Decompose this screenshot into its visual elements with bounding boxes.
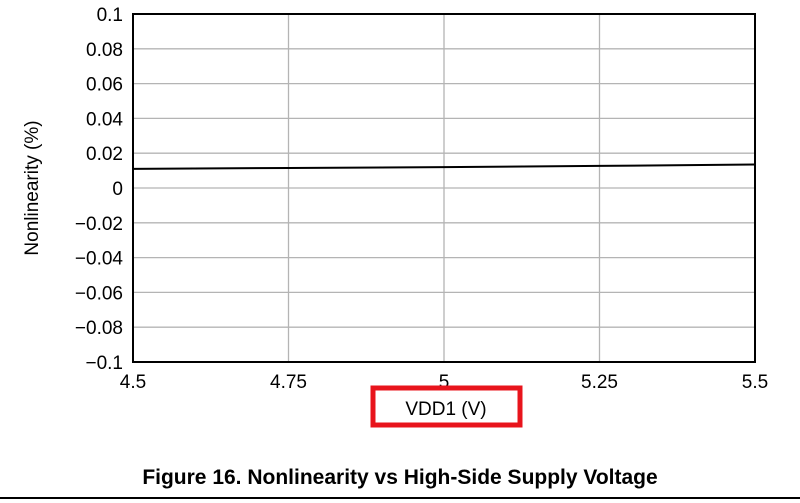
x-tick-label: 4.5: [120, 372, 146, 393]
y-tick-label: −0.08: [75, 318, 123, 339]
series-group: [132, 163, 756, 170]
y-tick-label: 0.04: [86, 109, 123, 130]
x-axis-label: VDD1 (V): [405, 399, 486, 420]
x-axis-label-highlight: [370, 385, 523, 428]
y-tick-label: 0.02: [86, 144, 123, 165]
grid: [133, 14, 755, 362]
x-tick-label: 4.75: [270, 372, 307, 393]
x-tick-label: 5.25: [581, 372, 618, 393]
bottom-rule: [0, 497, 800, 499]
y-tick-labels: 0.1 0.08 0.06 0.04 0.02 0 −0.02 −0.04 −0.06 −0.08…: [75, 5, 124, 374]
y-axis-label: Nonlinearity (%): [22, 120, 43, 255]
y-tick-label: −0.1: [85, 353, 123, 374]
x-tick-label: 5.5: [742, 372, 768, 393]
y-tick-label: 0.06: [86, 75, 123, 96]
x-tick-label: 5: [439, 372, 450, 393]
y-tick-label: 0.1: [97, 5, 123, 26]
figure-caption: Figure 16. Nonlinearity vs High-Side Sup…: [142, 466, 658, 489]
x-tick-labels: 4.5 4.75 5 5.25 5.5: [120, 372, 768, 393]
series-line: [132, 163, 756, 170]
y-tick-label: 0: [112, 179, 123, 200]
y-tick-label: −0.06: [75, 283, 123, 304]
y-tick-label: 0.08: [86, 40, 123, 61]
y-tick-label: −0.04: [75, 249, 124, 270]
y-tick-label: −0.02: [75, 214, 123, 235]
plot-frame: [132, 13, 756, 363]
